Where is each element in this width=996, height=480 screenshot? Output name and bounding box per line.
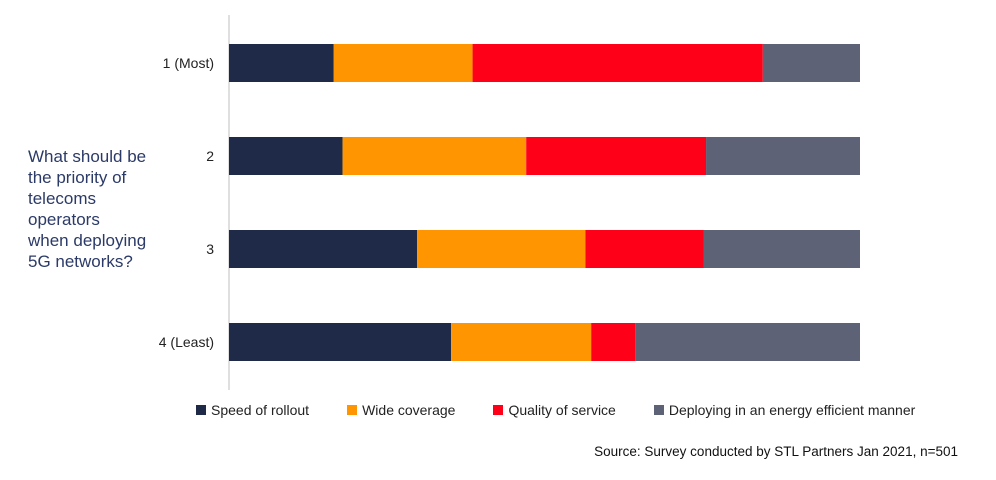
category-label-4-least: 4 (Least)	[159, 334, 214, 350]
bar-1-most-speed-of-rollout	[229, 44, 334, 82]
category-label-2: 2	[206, 148, 214, 164]
category-label-1-most: 1 (Most)	[163, 55, 214, 71]
legend: Speed of rollout Wide coverage Quality of …	[196, 401, 915, 419]
bar-4-least-wide-coverage	[451, 323, 592, 361]
legend-label: Speed of rollout	[211, 402, 310, 418]
bar-3-wide-coverage	[417, 230, 586, 268]
legend-item-deploying-in-an-energy-efficient-manner: Deploying in an energy efficient manner	[653, 402, 916, 418]
bar-2-quality-of-service	[526, 137, 707, 175]
legend-label: Quality of service	[508, 402, 616, 418]
bar-3-speed-of-rollout	[229, 230, 418, 268]
legend-swatch	[653, 405, 664, 415]
category-label-3: 3	[206, 241, 214, 257]
legend-label: Wide coverage	[362, 402, 456, 418]
bar-4-least-quality-of-service	[591, 323, 636, 361]
bar-3-quality-of-service	[585, 230, 704, 268]
question-label: What should be the priority of telecoms …	[28, 147, 147, 271]
bar-3-deploying-in-an-energy-efficient-manner	[703, 230, 860, 268]
legend-item-quality-of-service: Quality of service	[493, 402, 616, 418]
bar-1-most-wide-coverage	[333, 44, 473, 82]
bars-group	[229, 44, 860, 361]
bar-2-wide-coverage	[342, 137, 527, 175]
source-note: Source: Survey conducted by STL Partners…	[594, 444, 958, 459]
category-labels: 1 (Most) 2 3 4 (Least)	[159, 55, 214, 350]
bar-4-least-speed-of-rollout	[229, 323, 452, 361]
legend-item-wide-coverage: Wide coverage	[347, 402, 455, 418]
legend-item-speed-of-rollout: Speed of rollout	[196, 402, 309, 418]
bar-2-deploying-in-an-energy-efficient-manner	[706, 137, 860, 175]
bar-1-most-quality-of-service	[472, 44, 763, 82]
legend-label: Deploying in an energy efficient manner	[668, 402, 916, 418]
bar-2-speed-of-rollout	[229, 137, 343, 175]
bar-1-most-deploying-in-an-energy-efficient-manner	[762, 44, 860, 82]
legend-swatch	[347, 405, 358, 415]
stacked-bar-chart: 1 (Most) 2 3 4 (Least)	[159, 15, 860, 390]
legend-swatch	[196, 405, 206, 415]
bar-4-least-deploying-in-an-energy-efficient-manner	[635, 323, 860, 361]
legend-swatch	[493, 405, 504, 415]
